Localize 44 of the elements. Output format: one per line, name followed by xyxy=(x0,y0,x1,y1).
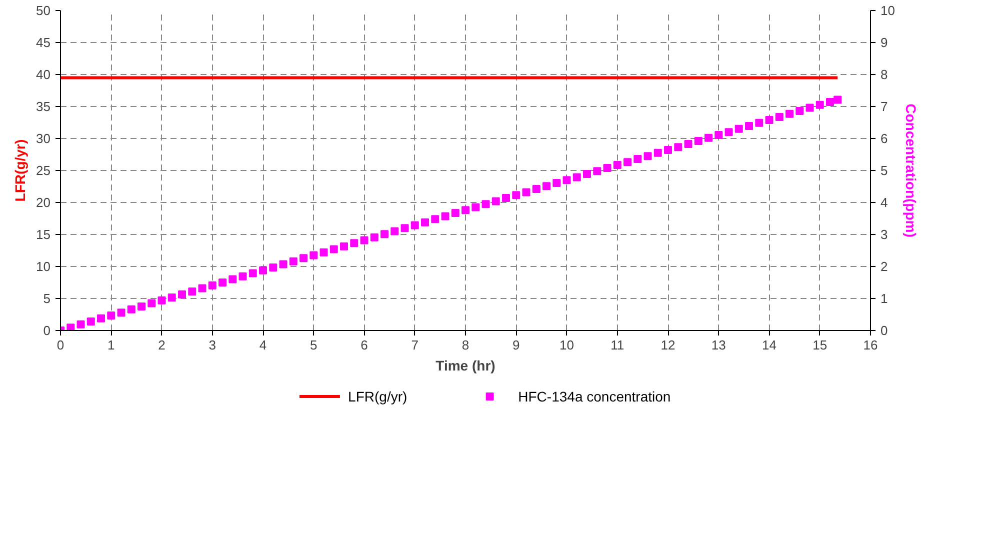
y-tick-label: 50 xyxy=(36,3,51,18)
y-tick-label: 30 xyxy=(36,131,51,146)
x-tick-label: 0 xyxy=(56,338,64,352)
y-tick-label: 35 xyxy=(36,99,51,114)
y-tick-label: 10 xyxy=(36,259,51,274)
y2-tick-label: 8 xyxy=(880,67,888,82)
y2-tick-label: 0 xyxy=(880,323,888,338)
x-tick-label: 8 xyxy=(462,338,470,352)
y2-tick-label: 3 xyxy=(880,227,888,242)
y2-tick-label: 1 xyxy=(880,291,888,306)
x-tick-label: 12 xyxy=(660,338,676,352)
y-axis-title: LFR(g/yr) xyxy=(12,139,28,202)
y2-tick-label: 5 xyxy=(880,163,888,178)
y-tick-label: 40 xyxy=(36,67,51,82)
x-tick-label: 10 xyxy=(560,338,574,352)
y-tick-label: 15 xyxy=(36,227,51,242)
y-tick-label: 0 xyxy=(43,323,51,338)
x-tick-label: 16 xyxy=(863,338,878,352)
x-tick-label: 5 xyxy=(310,338,318,352)
y2-tick-label: 6 xyxy=(880,131,888,146)
y2-tick-label: 2 xyxy=(880,259,888,274)
y2-tick-label: 10 xyxy=(880,3,895,18)
legend-label: LFR(g/yr) xyxy=(348,388,408,404)
y-tick-label: 25 xyxy=(36,163,51,178)
x-tick-label: 1 xyxy=(108,338,115,352)
y2-tick-label: 9 xyxy=(880,35,888,50)
y2-axis-title: Concentration(ppm) xyxy=(902,104,919,238)
y-tick-label: 20 xyxy=(36,195,51,210)
x-tick-label: 9 xyxy=(512,338,520,352)
x-tick-label: 7 xyxy=(411,338,418,352)
x-tick-label: 11 xyxy=(610,338,624,352)
y2-tick-label: 4 xyxy=(880,195,888,210)
legend-label: HFC-134a concentration xyxy=(518,388,671,404)
x-tick-label: 3 xyxy=(208,338,216,352)
x-tick-label: 14 xyxy=(762,338,776,352)
x-tick-label: 2 xyxy=(158,338,166,352)
y2-tick-label: 7 xyxy=(880,99,888,114)
x-tick-label: 6 xyxy=(360,338,368,352)
y-tick-label: 5 xyxy=(43,291,51,306)
y-tick-label: 45 xyxy=(36,35,51,50)
x-tick-label: 13 xyxy=(711,338,726,352)
x-tick-label: 15 xyxy=(812,338,828,352)
x-axis-title: Time (hr) xyxy=(436,358,496,374)
x-tick-label: 4 xyxy=(259,338,267,352)
